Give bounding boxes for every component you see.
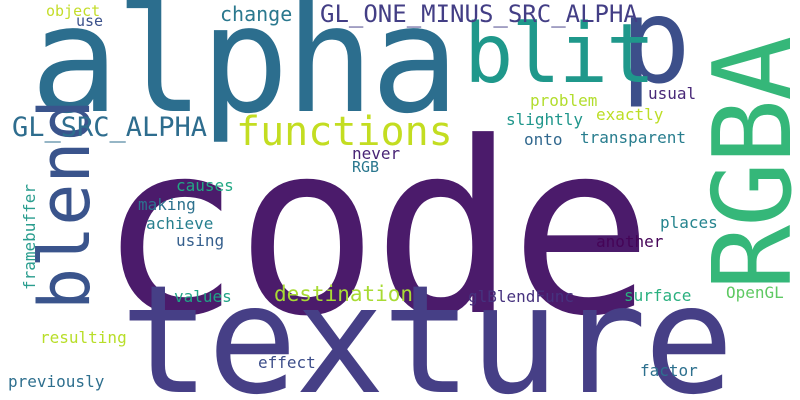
word-use: use: [76, 12, 104, 30]
word-causes: causes: [176, 176, 234, 195]
word-another: another: [596, 232, 664, 251]
word-change: change: [220, 2, 293, 26]
word-glblendfunc: glBlendFunc: [468, 287, 574, 306]
word-previously: previously: [8, 372, 105, 391]
word-making: making: [138, 195, 196, 214]
word-achieve: achieve: [146, 214, 214, 233]
word-opengl: OpenGL: [726, 283, 784, 302]
word-p: p: [620, 0, 692, 110]
word-framebuffer: framebuffer: [20, 184, 39, 290]
word-gl-src-alpha: GL_SRC_ALPHA: [12, 112, 208, 143]
word-exactly: exactly: [596, 105, 664, 124]
word-values: values: [174, 287, 232, 306]
word-factor: factor: [640, 361, 698, 380]
word-onto: onto: [524, 130, 563, 149]
word-places: places: [660, 213, 718, 232]
word-slightly: slightly: [506, 110, 584, 129]
word-transparent: transparent: [580, 128, 686, 147]
word-using: using: [176, 231, 225, 250]
word-alpha: alpha: [30, 0, 460, 146]
word-object: object: [46, 2, 101, 20]
word-destination: destination: [274, 282, 414, 306]
word-texture: texture: [120, 254, 734, 400]
word-never: never: [352, 144, 401, 163]
word-rgb: RGB: [352, 158, 380, 176]
word-resulting: resulting: [40, 328, 127, 347]
word-gl-one-minus-src-alpha: GL_ONE_MINUS_SRC_ALPHA: [320, 0, 638, 28]
word-code: code: [98, 92, 653, 369]
word-usual: usual: [648, 84, 697, 103]
word-effect: effect: [258, 353, 316, 372]
word-problem: problem: [530, 91, 598, 110]
word-functions: functions: [236, 109, 453, 155]
word-surface: surface: [624, 286, 692, 305]
word-blit: blit: [464, 7, 655, 102]
word-rgba: RGBA: [691, 37, 800, 290]
